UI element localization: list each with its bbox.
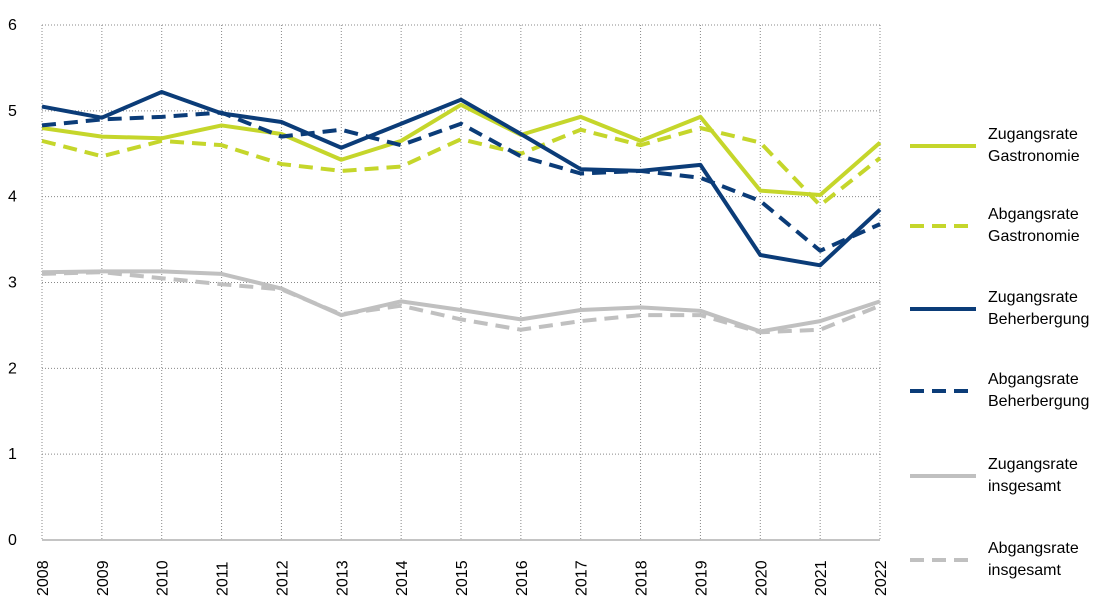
legend-item: Zugangsrate Beherbergung	[908, 287, 1108, 331]
x-tick-label: 2012	[274, 560, 291, 596]
legend-label: Abgangsrate insgesamt	[988, 540, 1079, 579]
series-line	[41, 89, 882, 268]
legend-item: Zugangsrate insgesamt	[908, 454, 1108, 498]
y-tick-label: 4	[8, 189, 17, 206]
x-tick-label: 2022	[873, 560, 890, 596]
x-tick-label: 2013	[334, 560, 351, 596]
x-tick-label: 2009	[95, 560, 112, 596]
legend-swatch	[910, 389, 976, 393]
legend-swatch	[910, 224, 976, 228]
series-line	[41, 270, 881, 335]
legend-item: Zugangsrate Gastronomie	[908, 124, 1108, 168]
legend-item: Abgangsrate Gastronomie	[908, 204, 1108, 248]
y-tick-label: 2	[8, 360, 17, 377]
x-tick-label: 2008	[35, 560, 52, 596]
x-tick-label: 2020	[753, 560, 770, 596]
y-tick-label: 6	[8, 17, 17, 34]
legend-label: Zugangsrate Gastronomie	[988, 126, 1080, 165]
legend-swatch	[910, 474, 976, 478]
legend-swatch	[910, 307, 976, 311]
series-line	[41, 126, 882, 208]
x-tick-label: 2010	[155, 560, 172, 596]
series-line	[41, 102, 882, 197]
legend-label: Abgangsrate Gastronomie	[988, 206, 1080, 245]
y-tick-label: 5	[8, 103, 17, 120]
x-tick-label: 2016	[514, 560, 531, 596]
series-line	[41, 110, 881, 253]
x-tick-label: 2021	[813, 560, 830, 596]
y-tick-label: 0	[8, 532, 17, 549]
x-tick-label: 2015	[454, 560, 471, 596]
x-tick-label: 2014	[394, 560, 411, 596]
legend-swatch	[910, 144, 976, 148]
x-tick-label: 2018	[634, 560, 651, 596]
y-tick-label: 3	[8, 275, 17, 292]
legend-label: Abgangsrate Beherbergung	[988, 371, 1090, 410]
x-tick-label: 2011	[215, 561, 232, 596]
x-tick-label: 2017	[574, 560, 591, 596]
y-tick-label: 1	[8, 446, 17, 463]
legend-item: Abgangsrate Beherbergung	[908, 369, 1108, 413]
legend-swatch	[910, 558, 976, 562]
legend-label: Zugangsrate insgesamt	[988, 456, 1078, 495]
legend-label: Zugangsrate Beherbergung	[988, 289, 1090, 328]
legend-item: Abgangsrate insgesamt	[908, 538, 1108, 582]
x-tick-label: 2019	[693, 560, 710, 596]
